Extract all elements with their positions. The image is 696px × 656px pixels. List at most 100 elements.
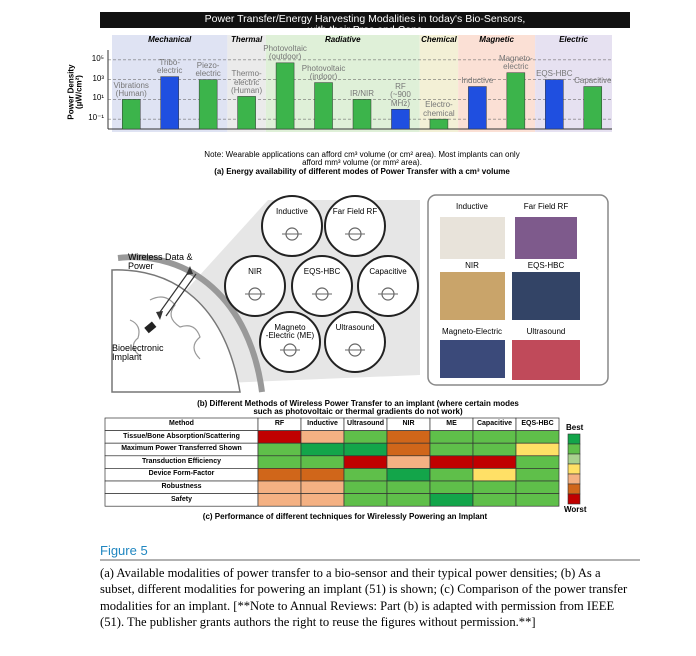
rating-cell <box>472 455 517 469</box>
mode-label: EQS-HBC <box>303 267 341 276</box>
rating-cell <box>515 468 560 482</box>
rating-cell <box>343 455 388 469</box>
rating-cell <box>515 442 560 457</box>
note: Note: Wearable applications can afford c… <box>204 150 520 168</box>
arrow-head <box>186 266 193 275</box>
mode-circle <box>224 255 286 317</box>
photo-label: Far Field RF <box>523 202 569 211</box>
group-label: Electric <box>559 35 588 44</box>
group-label: Thermal <box>231 35 263 44</box>
rating-cell <box>300 480 345 494</box>
rating-cell <box>429 430 474 444</box>
rating-cell <box>515 455 560 469</box>
legend-swatch <box>567 493 581 505</box>
y-tick-label: 10⁵ <box>91 53 104 63</box>
header-label: EQS-HBC <box>521 420 554 427</box>
rating-cell <box>429 455 474 469</box>
mode-circle <box>261 195 323 257</box>
y-axis-label: Power Density (µW/cm²) <box>66 64 84 120</box>
bar-label: Electro- chemical <box>423 100 455 118</box>
photo <box>512 272 580 320</box>
rating-cell <box>386 468 431 482</box>
caption-a: (a) Energy availability of different mod… <box>214 167 510 176</box>
bar-label: RF (~900 MHz) <box>390 82 411 108</box>
photo-label: Inductive <box>455 202 489 211</box>
row-label: Tissue/Bone Absorption/Scattering <box>123 432 240 440</box>
group-label: Radiative <box>324 35 361 44</box>
brain <box>111 269 241 393</box>
group-band <box>419 35 459 132</box>
header-label: Capacitive <box>476 420 513 427</box>
bar-label: EQS-HBC <box>536 69 573 79</box>
bar-label: Photovoltaic (indoor) <box>301 63 346 82</box>
rating-cell <box>429 493 474 507</box>
mode-circle <box>357 255 419 317</box>
bar-label: Tribo- electric <box>157 57 183 76</box>
row-label: Safety <box>170 495 193 503</box>
rating-cell <box>300 493 345 507</box>
figure-caption: (a) Available modalities of power transf… <box>100 566 628 630</box>
caption-b: (b) Different Methods of Wireless Power … <box>197 399 519 417</box>
bar <box>583 86 603 130</box>
rating-cell <box>343 430 388 444</box>
mode-label: Capacitive <box>369 267 407 276</box>
rating-cell <box>257 468 302 482</box>
mode-circle <box>324 311 386 373</box>
mode-label: Far Field RF <box>332 207 378 216</box>
header-label: RF <box>274 420 285 427</box>
photo <box>440 217 505 259</box>
rating-cell <box>515 493 560 507</box>
bar-label: Vibrations (Human) <box>113 80 149 98</box>
bar-label: Photovoltaic (outdoor) <box>263 44 307 62</box>
legend-swatch <box>567 433 581 445</box>
bar <box>545 79 564 130</box>
mode-label: Inductive <box>275 207 309 216</box>
figure-label: Figure 5 <box>100 543 148 558</box>
mode-label: Magneto -Electric (ME) <box>265 323 315 341</box>
y-tick-label: 10⁻¹ <box>88 113 104 123</box>
implant <box>144 321 157 334</box>
wireless-label: Wireless Data & Power <box>128 252 193 272</box>
bar <box>429 118 449 130</box>
rating-cell <box>257 430 302 444</box>
bar <box>237 96 256 130</box>
header-label: Method <box>169 420 194 427</box>
group-label: Chemical <box>421 35 457 44</box>
bar-label: Capacitive <box>574 76 612 86</box>
rating-cell <box>386 493 431 507</box>
rating-cell <box>343 480 388 494</box>
bar <box>198 79 218 130</box>
header-label: Inductive <box>307 420 338 427</box>
legend-best: Best <box>566 423 584 432</box>
rating-cell <box>472 493 517 507</box>
bar <box>314 82 333 130</box>
rating-cell <box>429 480 474 494</box>
chart-title: Power Transfer/Energy Harvesting Modalit… <box>204 13 526 37</box>
rating-cell <box>472 480 517 494</box>
y-tick-label: 10³ <box>92 73 104 83</box>
rating-cell <box>515 430 560 444</box>
photo <box>512 340 580 380</box>
rating-cell <box>300 430 345 444</box>
mode-label: NIR <box>248 267 262 276</box>
legend-worst: Worst <box>564 505 587 514</box>
bar <box>468 86 487 130</box>
legend-swatch <box>567 483 581 495</box>
photo-label: EQS-HBC <box>527 261 565 270</box>
arrow <box>165 273 197 317</box>
rating-cell <box>257 442 302 457</box>
rating-cell <box>300 442 345 457</box>
bar-label: Piezo- electric <box>195 60 221 79</box>
rating-cell <box>386 480 431 494</box>
mode-circle <box>259 311 321 373</box>
bar <box>160 76 179 130</box>
photo-label: NIR <box>465 261 479 270</box>
bar <box>352 99 372 130</box>
skull <box>117 254 265 393</box>
y-tick-label: 10¹ <box>92 93 104 103</box>
group-label: Magnetic <box>479 35 514 44</box>
implant-label: Bioelectronic Implant <box>112 343 164 363</box>
title-bar <box>100 12 630 28</box>
